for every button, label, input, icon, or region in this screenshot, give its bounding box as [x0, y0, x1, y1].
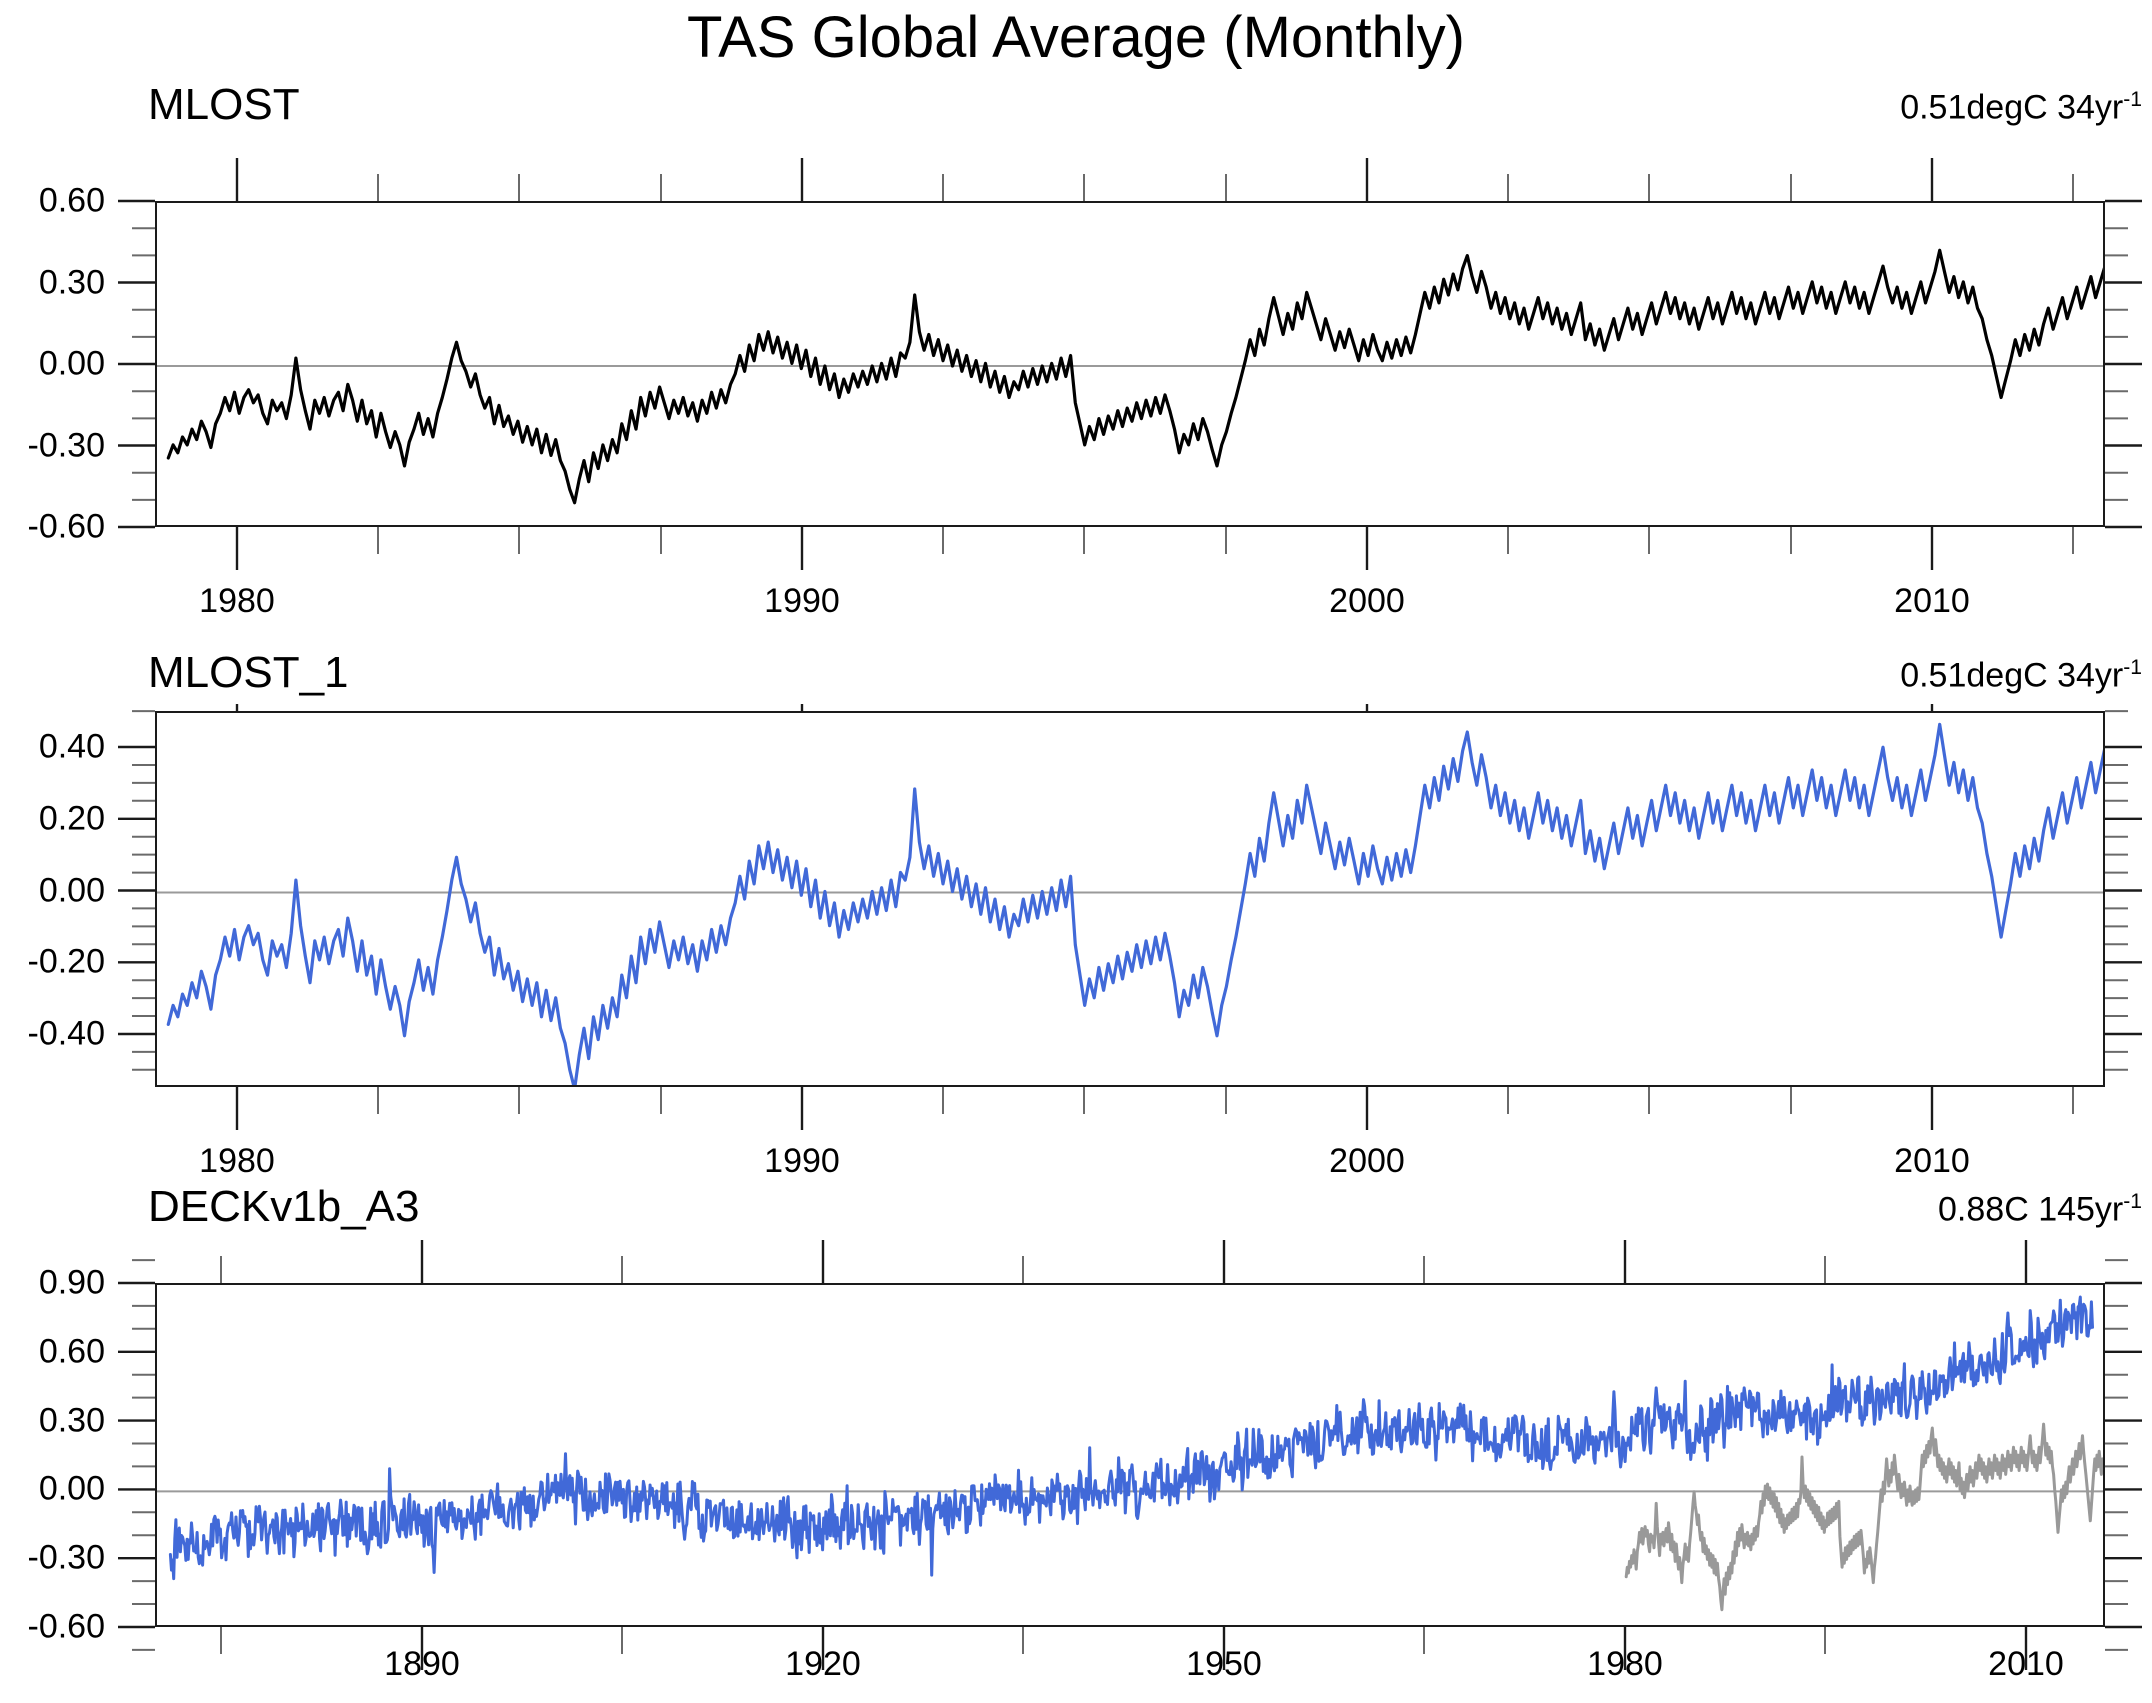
- series-line-mlost: [166, 248, 2103, 505]
- panel-note-deckv1b-a3: 0.88C 145yr-1: [1938, 1190, 2142, 1229]
- yaxis-labels-deckv1b-a3: 0.90 0.60 0.30 0.00 -0.30 -0.60: [0, 1264, 106, 1646]
- xtick-label: 2010: [1988, 1645, 2064, 1683]
- panel-note-exponent: -1: [2123, 656, 2142, 679]
- series-canvas-deckv1b-a3: [157, 1295, 2103, 1612]
- plot-area-mlost-1: [155, 711, 2105, 1087]
- series-canvas-mlost: [157, 248, 2103, 505]
- xaxis-labels-mlost: 1980 1990 2000 2010: [0, 582, 2152, 628]
- xtick-label: 1980: [199, 1142, 275, 1180]
- xtick-label: 1920: [785, 1645, 861, 1683]
- ytick-label: 0.40: [38, 727, 105, 766]
- panel-note-value: 0.51degC 34yr: [1900, 88, 2124, 127]
- axis-ticks-deckv1b-a3: [118, 1240, 2142, 1670]
- panel-deckv1b-a3: DECKv1b_A3 0.88C 145yr-1 0.90 0.60 0.30 …: [0, 1150, 2152, 1703]
- panel-label-mlost: MLOST: [148, 80, 300, 129]
- axis-ticks-mlost: [118, 158, 2142, 570]
- xaxis-labels-mlost-1: 1980 1990 2000 2010: [0, 1142, 2152, 1188]
- xtick-label: 1890: [384, 1645, 460, 1683]
- panel-note-mlost: 0.51degC 34yr-1: [1900, 88, 2142, 127]
- xtick-label: 1950: [1186, 1645, 1262, 1683]
- ytick-label: 0.60: [38, 181, 105, 220]
- ytick-label: 0.00: [38, 871, 105, 909]
- ytick-label: 0.20: [38, 799, 105, 838]
- panel-note-exponent: -1: [2123, 1190, 2142, 1213]
- xtick-label: 2000: [1329, 1142, 1405, 1180]
- ytick-label: 0.00: [38, 1469, 105, 1508]
- plot-area-deckv1b-a3: [155, 1283, 2105, 1627]
- panel-note-value: 0.51degC 34yr: [1900, 656, 2124, 695]
- chart-title: TAS Global Average (Monthly): [687, 5, 1465, 70]
- panel-label-mlost-1: MLOST_1: [148, 648, 349, 697]
- panel-note-value: 0.88C 145yr: [1938, 1190, 2124, 1229]
- ytick-label: 0.60: [38, 1332, 105, 1371]
- xtick-label: 1980: [199, 582, 275, 620]
- xtick-label: 2010: [1894, 582, 1970, 620]
- ytick-label: 0.30: [38, 1401, 105, 1440]
- xtick-label: 1990: [764, 1142, 840, 1180]
- xaxis-labels-deckv1b-a3: 1890 1920 1950 1980 2010: [0, 1645, 2152, 1691]
- ytick-label: -0.60: [27, 507, 106, 546]
- ytick-label: -0.20: [27, 942, 106, 981]
- xtick-label: 2000: [1329, 582, 1405, 620]
- ytick-label: -0.40: [27, 1014, 106, 1053]
- series-line-mlost-1: [166, 722, 2103, 1085]
- panel-note-exponent: -1: [2123, 88, 2142, 111]
- xtick-label: 1990: [764, 582, 840, 620]
- ytick-label: -0.30: [27, 426, 106, 464]
- panel-mlost-1: MLOST_1 0.51degC 34yr-1 0.40 0.20 0.00 -…: [0, 560, 2152, 1180]
- yaxis-labels-mlost: 0.60 0.30 0.00 -0.30 -0.60: [0, 182, 106, 546]
- xtick-label: 1980: [1587, 1645, 1663, 1683]
- series-line-deckv1b-a3: [168, 1295, 2094, 1581]
- ytick-label: 0.30: [38, 263, 105, 301]
- panel-note-mlost-1: 0.51degC 34yr-1: [1900, 656, 2142, 695]
- ytick-label: -0.60: [27, 1607, 106, 1646]
- yaxis-labels-mlost-1: 0.40 0.20 0.00 -0.20 -0.40: [0, 728, 106, 1053]
- panel-mlost: MLOST 0.51degC 34yr-1 0.60 0.30 0.00 -0.…: [0, 0, 2152, 620]
- ytick-label: 0.90: [38, 1263, 105, 1302]
- series-canvas-mlost-1: [157, 722, 2103, 1085]
- series-line-observations: [1624, 1422, 2103, 1612]
- xtick-label: 2010: [1894, 1142, 1970, 1180]
- plot-area-mlost: [155, 201, 2105, 527]
- ytick-label: 0.00: [38, 344, 105, 383]
- panel-label-deckv1b-a3: DECKv1b_A3: [148, 1182, 420, 1231]
- ytick-label: -0.30: [27, 1538, 106, 1577]
